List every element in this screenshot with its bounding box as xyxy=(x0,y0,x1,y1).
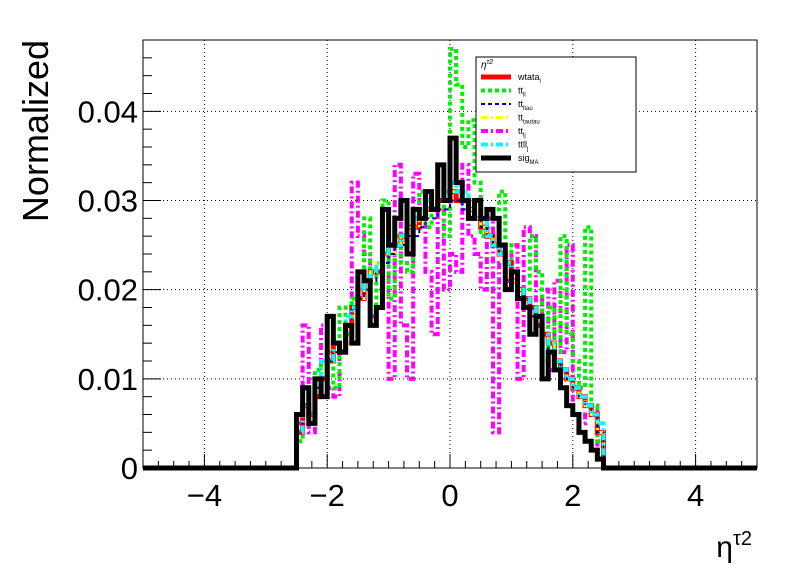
series-tt-tautau xyxy=(143,190,757,470)
series-layer xyxy=(143,46,757,471)
y-tick-label-0: 0 xyxy=(121,451,138,486)
axes: −4 −2 0 2 4 0 0.01 0.02 0.03 0.04 xyxy=(78,39,758,513)
x-axis-label: ητ2 xyxy=(716,528,752,564)
x-tick-label-4: 4 xyxy=(687,478,704,513)
y-tick-label-1: 0.01 xyxy=(78,362,138,397)
x-tick-label-3: 2 xyxy=(564,478,581,513)
legend: ητ2wtatalttllttltautttautauttljttlljsigM… xyxy=(475,56,637,173)
x-tick-label-0: −4 xyxy=(187,478,222,513)
series-sig-ma xyxy=(143,135,757,471)
y-axis-label: Normalized xyxy=(15,40,56,222)
y-tick-label-3: 0.03 xyxy=(78,184,138,219)
legend-label-1: ttll xyxy=(518,86,526,99)
x-tick-label-2: 0 xyxy=(441,478,458,513)
x-axis-label-base: η xyxy=(716,531,733,564)
legend-label-4: ttlj xyxy=(518,126,526,139)
x-axis-label-sup: τ2 xyxy=(733,528,752,550)
legend-label-5: ttllj xyxy=(518,140,528,153)
y-tick-label-2: 0.02 xyxy=(78,273,138,308)
x-tick-label-1: −2 xyxy=(310,478,345,513)
legend-label-0: wtatal xyxy=(517,72,541,85)
y-tick-label-4: 0.04 xyxy=(78,94,138,129)
series-wtata-l xyxy=(143,189,757,471)
legend-box xyxy=(475,56,637,173)
series-ttll-j xyxy=(143,180,757,470)
